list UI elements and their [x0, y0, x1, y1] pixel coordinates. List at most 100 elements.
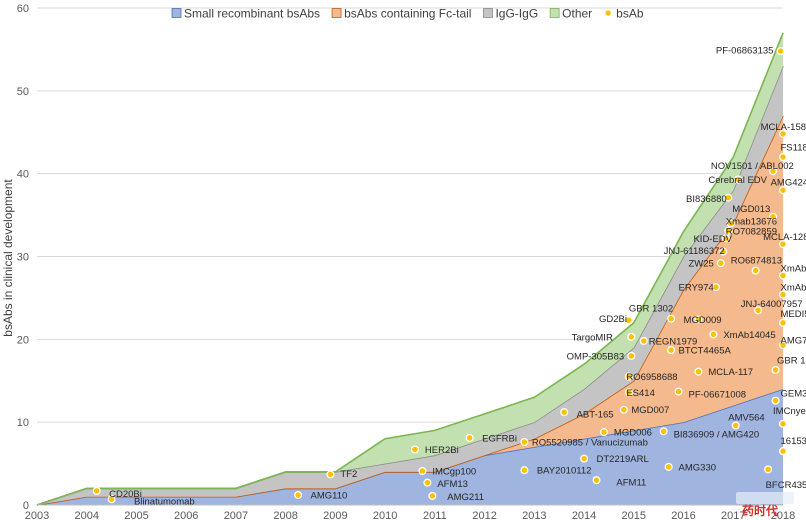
bsab-point: [694, 367, 703, 376]
bsab-label: MGD007: [631, 405, 669, 416]
bsab-label: DT2219ARL: [597, 454, 649, 465]
bsab-label: GBR 1342: [777, 356, 806, 367]
bsab-point: [734, 175, 743, 184]
y-tick-label: 20: [17, 334, 29, 346]
bsab-point: [92, 486, 101, 495]
bsab-point: [624, 316, 633, 325]
bsab-label: GEM333: [781, 389, 806, 400]
x-tick-label: 2004: [74, 510, 98, 520]
bsab-label: REGN1979: [649, 336, 698, 347]
bsab-point: [639, 336, 648, 346]
x-tick-label: 2009: [323, 510, 347, 520]
x-tick-label: 2006: [174, 510, 198, 520]
bsab-label: MCLA-128: [763, 232, 806, 243]
bsab-label: MGD009: [684, 315, 722, 326]
x-tick-label: 2015: [622, 510, 646, 520]
legend-swatch: [331, 8, 342, 18]
bsab-label: BI836909 / AMG420: [674, 429, 760, 440]
bsab-point: [410, 445, 420, 454]
bsab-label: RO6874813: [731, 255, 782, 266]
bsab-point: [619, 405, 628, 414]
bsab-label: JNJ-61186372: [664, 246, 725, 257]
area-edge-3: [36, 32, 784, 506]
bsab-label: MGD006: [614, 428, 652, 439]
bsab-point: [769, 167, 778, 176]
bsab-label: ERY974: [679, 283, 714, 294]
legend-marker-bsab: [605, 10, 611, 16]
bsab-point: [624, 388, 633, 397]
x-tick-label: 2012: [472, 510, 496, 520]
bsab-point: [428, 491, 437, 500]
bsab-point: [778, 341, 788, 350]
bsab-point: [465, 433, 474, 442]
bsab-label: BAY2010112: [537, 466, 592, 477]
bsab-points: [92, 47, 788, 504]
bsab-point: [580, 454, 589, 463]
bsab-label: BTCT4465A: [679, 346, 732, 357]
bsab-point: [667, 314, 676, 323]
y-tick-label: 60: [17, 3, 29, 15]
y-axis-label: bsAbs in clinical development: [1, 179, 15, 337]
bsab-point: [418, 466, 427, 476]
x-tick-label: 2008: [273, 510, 297, 520]
bsab-label: MCLA-158: [761, 122, 806, 133]
legend-swatch: [549, 8, 560, 18]
bsab-point: [294, 491, 303, 500]
bsab-point: [326, 470, 335, 479]
bsab-point: [778, 186, 788, 195]
stacked-areas: [36, 32, 784, 506]
x-tick-label: 2017: [721, 510, 745, 520]
bsab-point: [764, 465, 773, 474]
bsab-label: XmAb18087: [781, 283, 806, 294]
bsab-label: BFCR4350A: [766, 480, 806, 491]
bsab-label: CD20Bi: [109, 489, 142, 500]
bsab-point: [726, 219, 735, 228]
bsab-point: [778, 153, 788, 162]
y-tick-label: 50: [17, 86, 29, 98]
bsab-label: AMG110: [311, 491, 348, 502]
bsab-point: [664, 462, 673, 471]
area-igg-igg: [37, 66, 783, 505]
bsab-point: [724, 193, 733, 202]
bsab-label: MGD013: [732, 204, 770, 215]
bsab-point: [721, 234, 730, 243]
bsab-point: [709, 330, 718, 339]
bsab-point: [711, 283, 720, 292]
bsab-label: FS118: [781, 143, 806, 154]
x-tick-label: 2014: [572, 510, 596, 520]
bsab-label: AMG211: [447, 492, 484, 503]
bsab-point: [778, 240, 788, 249]
bsab-label: EGFRBi: [482, 433, 517, 444]
bsab-point: [423, 478, 432, 487]
bsab-label: AMG330: [679, 462, 717, 473]
x-tick-label: 2007: [224, 510, 248, 520]
bsab-point: [560, 408, 569, 417]
bsab-label: AFM11: [616, 477, 646, 488]
bsab-point: [731, 421, 740, 430]
bsab-point: [624, 372, 633, 381]
bsab-label: Blinatumomab: [134, 496, 195, 507]
bsab-point: [592, 476, 601, 485]
bsab-label: GD2Bi: [599, 314, 627, 325]
bsab-point: [771, 396, 780, 405]
bsab-label: GBR 1302: [629, 303, 673, 314]
bsab-label: JNJ-64007957: [741, 299, 803, 310]
axes: 0 10 20 30 40 50 60 2003 2004 2005 2006 2007 2008 200…: [17, 3, 795, 520]
bsab-label: AMG757: [781, 336, 806, 347]
bsab-label: PF-06671008: [689, 390, 747, 401]
bsab-label: AMV564: [728, 413, 764, 424]
legend-label: bsAb: [616, 7, 644, 21]
bsab-label: MCLA-117: [708, 367, 753, 378]
bsab-label: ES414: [626, 388, 655, 399]
x-tick-label: 2003: [25, 510, 49, 520]
legend-label: Other: [562, 7, 592, 21]
legend-swatch: [483, 8, 493, 18]
bsab-point: [778, 318, 788, 327]
watermark-badge: [736, 492, 794, 504]
bsab-point: [627, 332, 636, 341]
bsab-label: Xmab13676: [726, 216, 777, 227]
y-tick-label: 30: [17, 252, 29, 264]
bsab-point: [694, 315, 703, 324]
